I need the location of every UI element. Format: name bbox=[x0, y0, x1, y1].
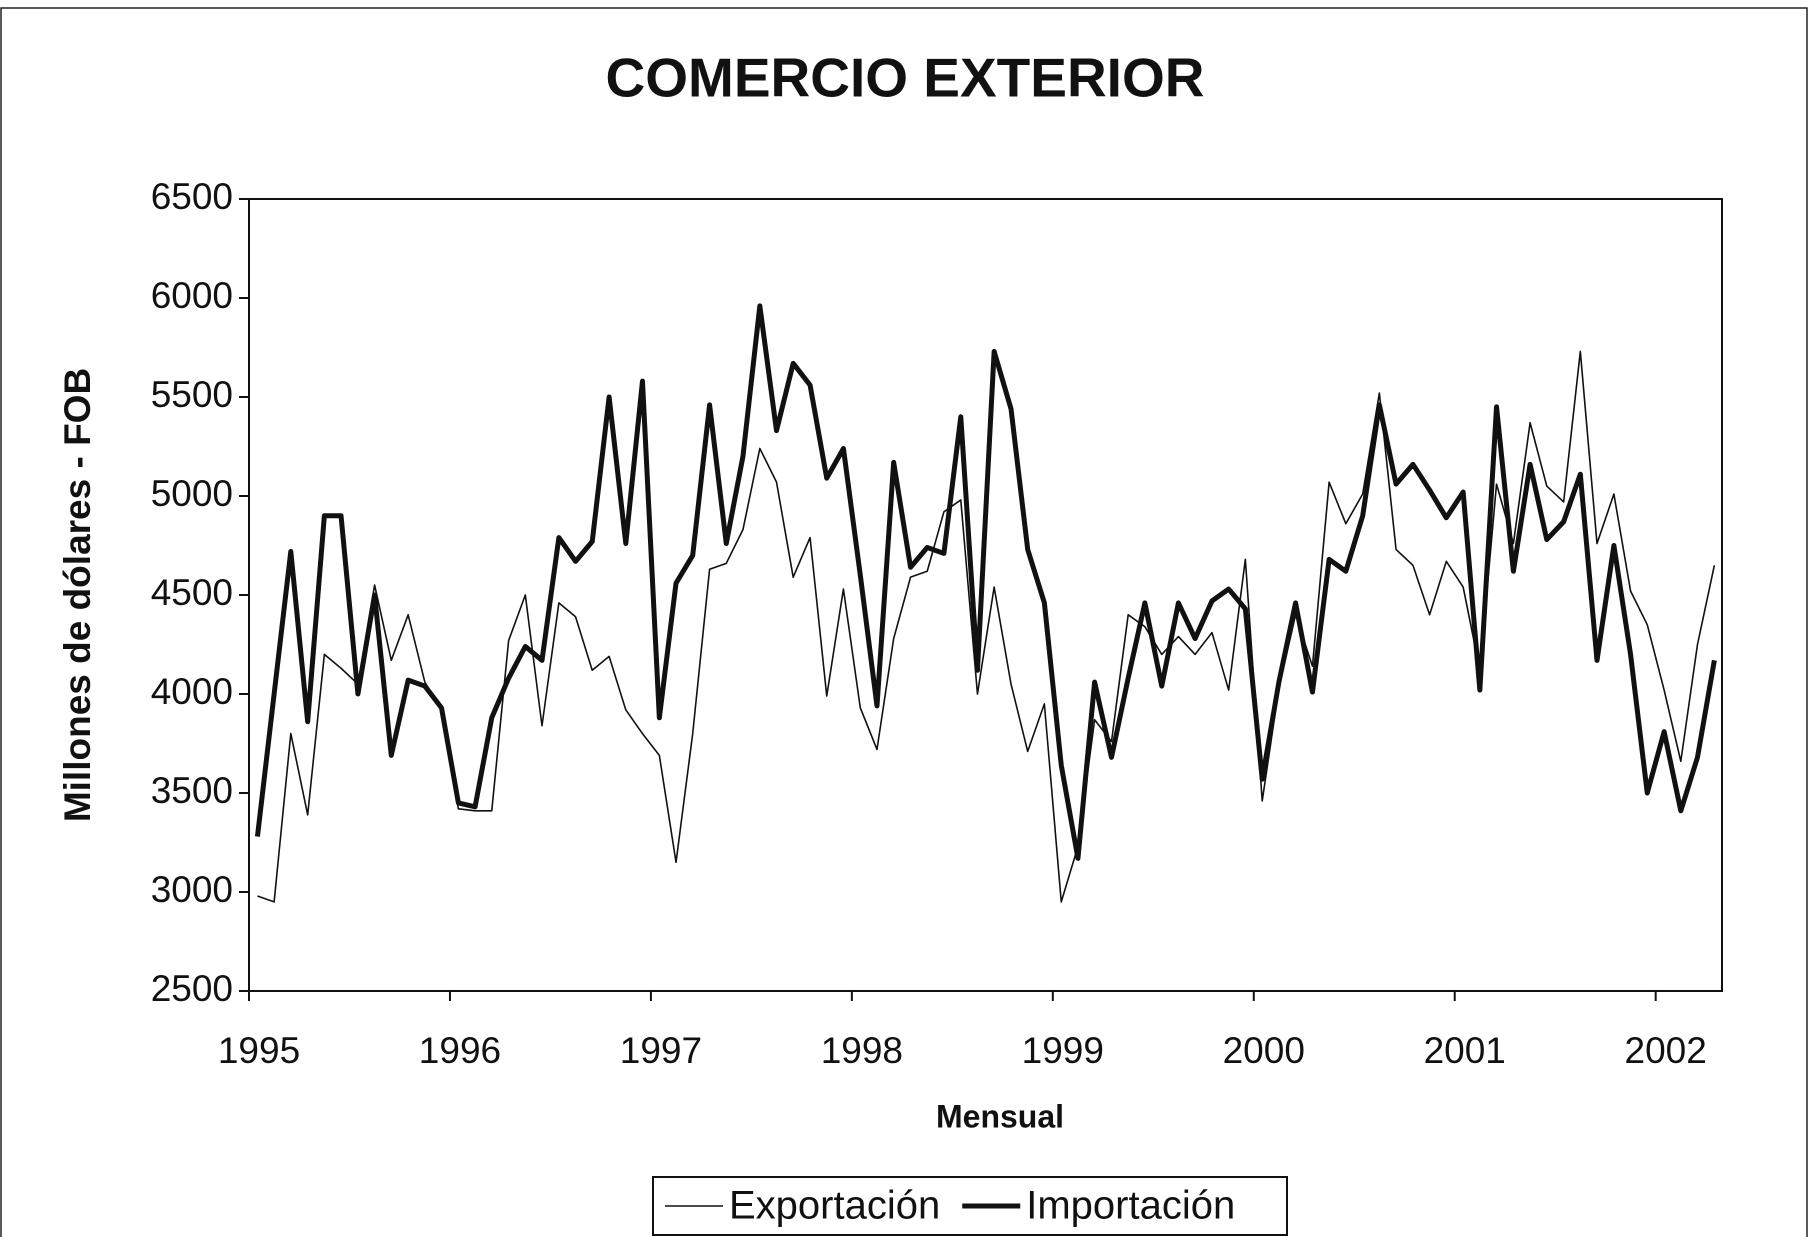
x-tick-label: 1999 bbox=[1022, 1030, 1104, 1071]
x-tick-label: 1997 bbox=[620, 1030, 702, 1071]
chart-title: COMERCIO EXTERIOR bbox=[606, 47, 1205, 109]
y-tick-label: 3000 bbox=[151, 869, 233, 910]
x-tick-label: 2001 bbox=[1424, 1030, 1506, 1071]
y-axis-label: Millones de dólares - FOB bbox=[57, 368, 98, 822]
legend-label: Exportación bbox=[729, 1184, 940, 1228]
y-tick-label: 5500 bbox=[151, 374, 233, 415]
x-tick-label: 2002 bbox=[1625, 1030, 1707, 1071]
y-tick-label: 4500 bbox=[151, 572, 233, 613]
y-tick-label: 4000 bbox=[151, 671, 233, 712]
x-axis-label: Mensual bbox=[936, 1098, 1064, 1134]
y-tick-label: 6000 bbox=[151, 275, 233, 316]
series-line bbox=[254, 303, 1717, 861]
y-tick-label: 5000 bbox=[151, 473, 233, 514]
y-tick-label: 3500 bbox=[151, 770, 233, 811]
x-tick-label: 1996 bbox=[419, 1030, 501, 1071]
x-tick-label: 1995 bbox=[218, 1030, 300, 1071]
y-tick-label: 2500 bbox=[151, 968, 233, 1009]
x-tick-label: 2000 bbox=[1223, 1030, 1305, 1071]
y-tick-label: 6500 bbox=[151, 176, 233, 217]
legend-label: Importación bbox=[1026, 1184, 1235, 1228]
series-line bbox=[257, 350, 1716, 903]
plot-area bbox=[248, 198, 1723, 992]
frame bbox=[0, 7, 1808, 1237]
x-tick-label: 1998 bbox=[821, 1030, 903, 1071]
